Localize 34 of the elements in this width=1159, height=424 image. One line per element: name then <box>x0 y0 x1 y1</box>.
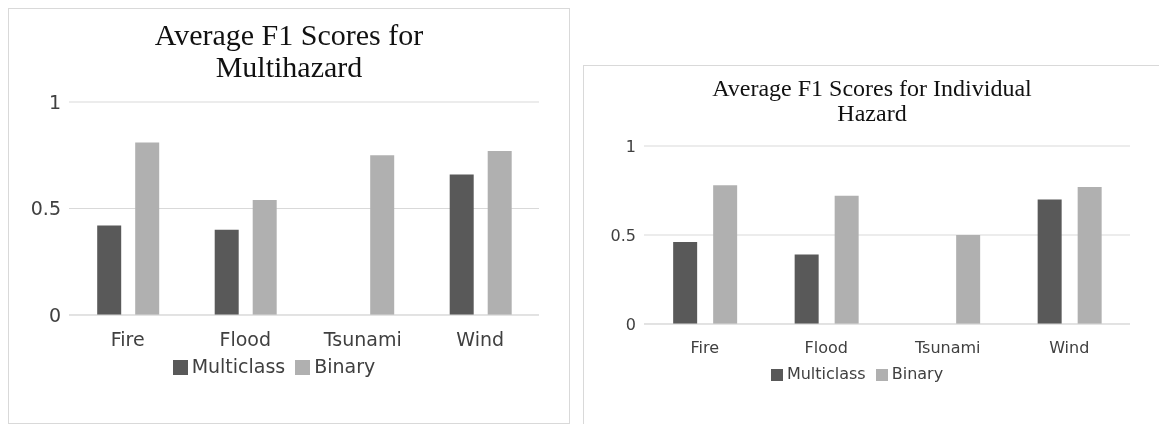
chart-title: Average F1 Scores for Multihazard <box>153 18 425 83</box>
bar <box>487 150 512 315</box>
y-tick-label: 0 <box>625 315 636 335</box>
y-tick-label: 0 <box>48 303 61 326</box>
bar <box>449 174 474 315</box>
legend-label: Binary <box>314 355 376 377</box>
x-tick-label: Wind <box>1049 338 1090 358</box>
x-tick-label: Tsunami <box>913 338 981 358</box>
bar <box>794 254 819 325</box>
bar <box>214 229 239 315</box>
legend-label: Binary <box>891 364 944 384</box>
legend-label: Multiclass <box>786 364 866 384</box>
bar <box>97 225 122 315</box>
bar <box>252 199 277 315</box>
bar <box>135 142 160 315</box>
x-tick-label: Tsunami <box>322 328 402 351</box>
y-tick-label: 0.5 <box>30 197 61 220</box>
bar <box>713 185 738 325</box>
bar <box>1077 187 1102 325</box>
bar <box>956 235 981 325</box>
x-tick-label: Fire <box>690 338 720 358</box>
bar <box>673 242 698 325</box>
x-tick-label: Fire <box>110 328 145 351</box>
y-tick-label: 0.5 <box>610 226 636 246</box>
bar <box>370 155 395 315</box>
y-tick-label: 1 <box>48 90 61 113</box>
bar <box>1037 199 1062 325</box>
x-tick-label: Wind <box>456 328 505 351</box>
chart-title: Average F1 Scores for Individual Hazard <box>711 75 1033 127</box>
x-tick-label: Flood <box>219 328 272 351</box>
y-tick-label: 1 <box>625 137 636 157</box>
legend-label: Multiclass <box>191 355 286 377</box>
bar <box>834 196 859 325</box>
x-tick-label: Flood <box>804 338 848 358</box>
